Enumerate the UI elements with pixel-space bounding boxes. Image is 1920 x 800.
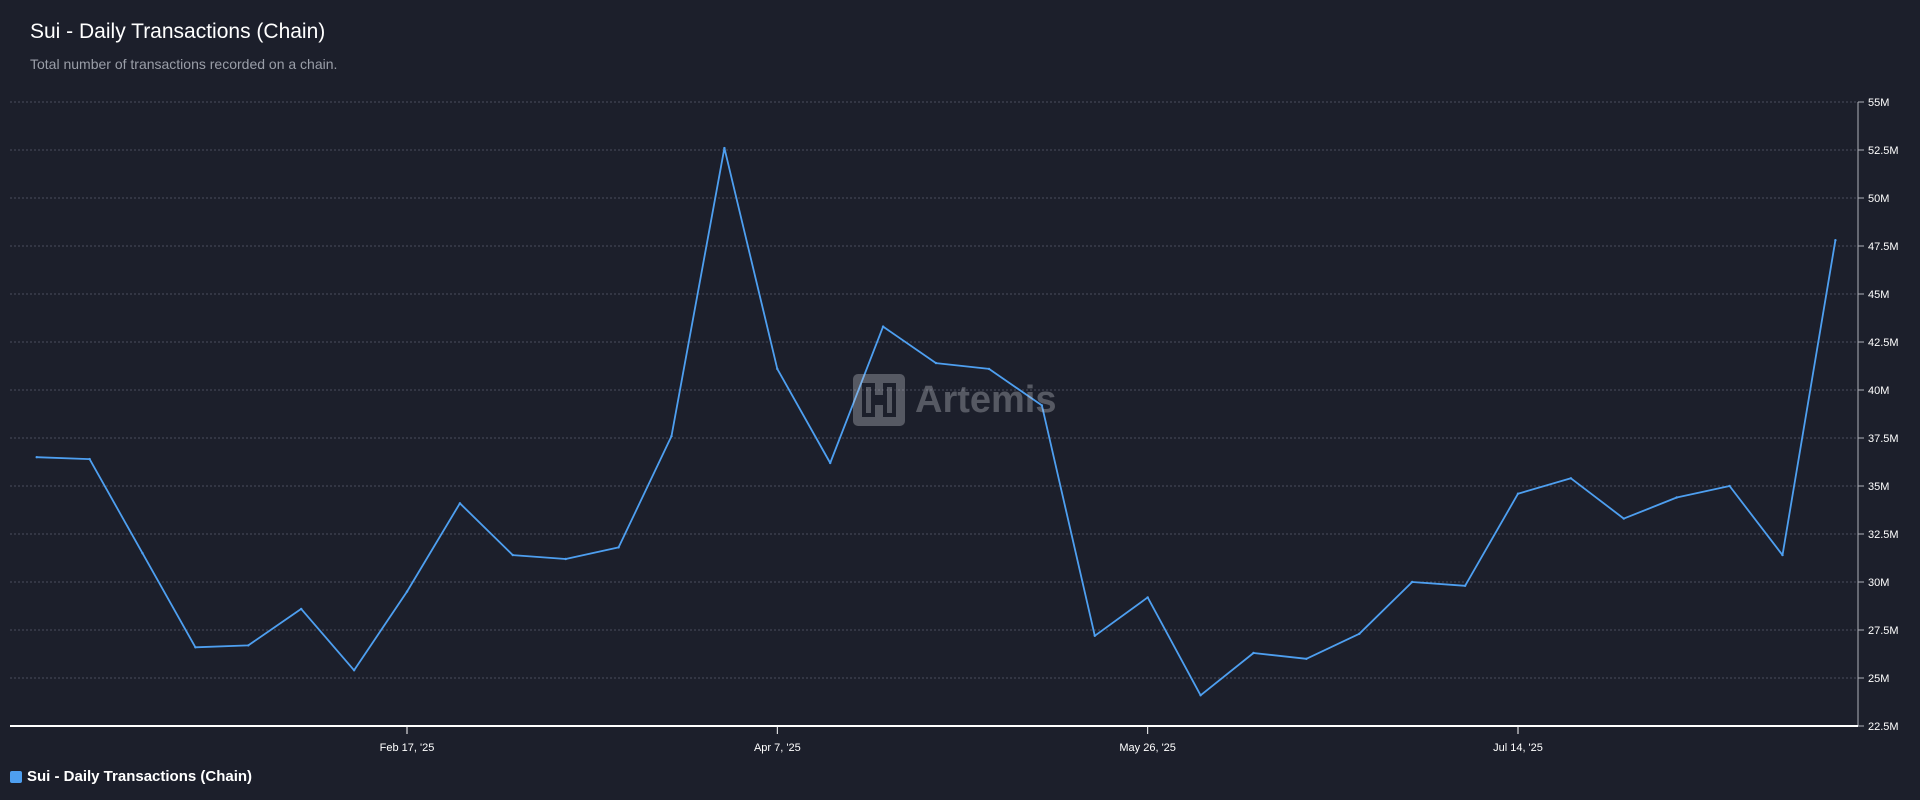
data-point[interactable] — [141, 552, 144, 555]
watermark-text: Artemis — [915, 378, 1057, 421]
legend-label: Sui - Daily Transactions (Chain) — [27, 768, 253, 785]
line-layer — [35, 146, 1837, 697]
data-point[interactable] — [1252, 651, 1255, 655]
y-tick-label: 25M — [1868, 673, 1889, 685]
y-tick-label: 55M — [1868, 97, 1889, 109]
data-point[interactable] — [776, 367, 779, 371]
data-point[interactable] — [405, 590, 409, 593]
data-point[interactable] — [1569, 477, 1573, 480]
legend[interactable]: Sui - Daily Transactions (Chain) — [10, 768, 252, 785]
data-point[interactable] — [934, 361, 938, 365]
chart-title: Sui - Daily Transactions (Chain) — [30, 20, 326, 43]
legend-swatch — [10, 770, 22, 783]
grid-layer — [10, 101, 1858, 679]
y-tick-label: 32.5M — [1868, 529, 1899, 541]
axis-layer: 22.5M 25M 27.5M 30M 32.5M 35M 37.5M 40M 42.5M 45M… — [10, 97, 1899, 754]
y-tick-label: 35M — [1868, 481, 1889, 493]
y-tick-label: 30M — [1868, 577, 1889, 589]
data-point[interactable] — [1040, 404, 1044, 407]
data-point[interactable] — [1834, 239, 1837, 242]
data-point[interactable] — [88, 457, 91, 461]
artemis-logo-icon — [853, 374, 905, 426]
data-point[interactable] — [617, 546, 620, 549]
data-point[interactable] — [1622, 517, 1626, 520]
y-tick-label: 47.5M — [1868, 241, 1899, 253]
x-tick-label: Apr 7, '25 — [754, 742, 801, 754]
x-tick-label: Feb 17, '25 — [380, 742, 435, 754]
data-point[interactable] — [881, 325, 885, 328]
data-point[interactable] — [1305, 657, 1308, 660]
y-tick-label: 52.5M — [1868, 145, 1899, 157]
y-tick-label: 40M — [1868, 385, 1889, 397]
data-point[interactable] — [1781, 553, 1784, 557]
data-point[interactable] — [1199, 694, 1202, 697]
y-tick-label: 37.5M — [1868, 433, 1899, 445]
data-point[interactable] — [723, 146, 726, 150]
data-point[interactable] — [458, 502, 462, 505]
data-point[interactable] — [352, 669, 356, 672]
chart-subtitle: Total number of transactions recorded on… — [30, 56, 338, 72]
y-tick-label: 42.5M — [1868, 337, 1899, 349]
data-point[interactable] — [564, 557, 567, 561]
data-point[interactable] — [194, 646, 197, 649]
y-tick-label: 22.5M — [1868, 721, 1899, 733]
data-point[interactable] — [1463, 584, 1467, 587]
data-point[interactable] — [1358, 632, 1361, 635]
y-tick-label: 45M — [1868, 289, 1889, 301]
watermark: Artemis — [853, 374, 1057, 426]
x-tick-label: May 26, '25 — [1119, 742, 1176, 754]
data-point[interactable] — [511, 553, 514, 557]
data-point[interactable] — [1516, 492, 1520, 495]
y-tick-label: 27.5M — [1868, 625, 1899, 637]
data-point[interactable] — [1411, 580, 1414, 584]
data-point[interactable] — [35, 456, 38, 459]
x-tick-label: Jul 14, '25 — [1493, 742, 1543, 754]
data-point[interactable] — [829, 461, 832, 465]
data-point[interactable] — [1728, 484, 1731, 488]
data-point[interactable] — [1675, 496, 1678, 499]
data-point[interactable] — [300, 607, 303, 611]
data-point[interactable] — [1093, 634, 1097, 637]
data-point[interactable] — [670, 434, 673, 438]
data-point[interactable] — [987, 367, 991, 371]
y-tick-label: 50M — [1868, 193, 1889, 205]
data-point[interactable] — [1146, 596, 1149, 599]
data-point[interactable] — [247, 644, 250, 647]
